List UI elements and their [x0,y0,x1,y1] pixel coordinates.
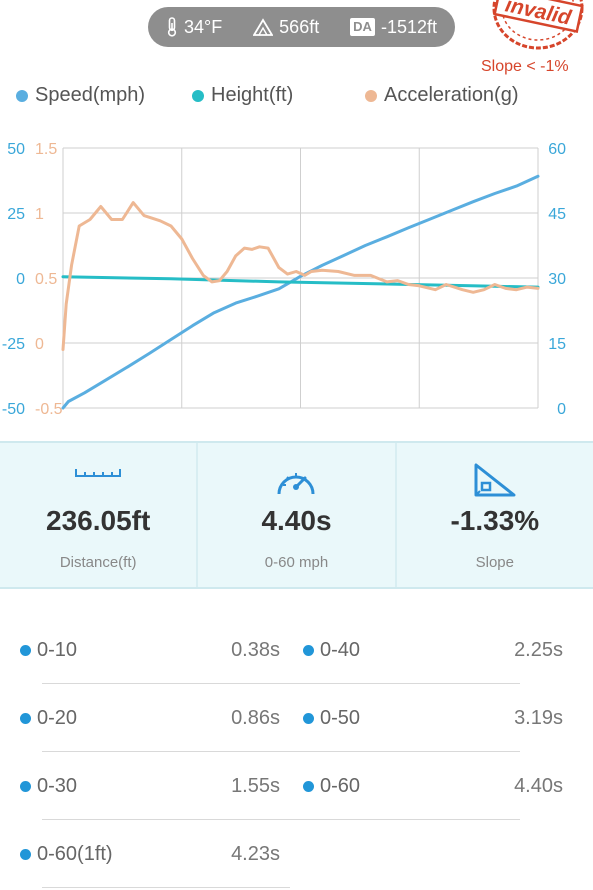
split-name: 0-60(1ft) [37,843,113,866]
split-item: 0-40 2.25s [303,630,563,670]
legend-dot-height [192,90,204,102]
thermometer-icon [166,17,178,37]
legend-item-acceleration: Acceleration(g) [365,84,519,107]
legend-item-speed: Speed(mph) [16,84,145,107]
speed-axis-tick-label: 60 [548,141,566,158]
height-axis-tick-label: -50 [2,401,25,416]
split-bullet [20,713,31,724]
da-badge: DA [350,18,375,36]
split-time: 3.19s [514,707,563,730]
chart-svg[interactable]: 50 25 0 -25 -50 1.5 1 0.5 0 -0.5 60 45 30 15 0 [0,126,593,416]
accel-axis-tick-label: 0.5 [35,271,57,288]
conditions-bar: 34°F 566ft DA -1512ft [148,7,455,47]
mountain-icon [253,18,273,36]
split-item: 0-30 1.55s [20,766,280,806]
speed-axis-tick-label: 0 [557,401,566,416]
split-name: 0-60 [320,775,360,798]
split-item: 0-20 0.86s [20,698,280,738]
height-axis-tick-label: 50 [7,141,25,158]
split-bullet [303,645,314,656]
split-row: 0-60(1ft) 4.23s [0,834,593,884]
split-divider [42,751,520,752]
density-altitude-value: -1512ft [381,17,437,38]
performance-chart[interactable]: 50 25 0 -25 -50 1.5 1 0.5 0 -0.5 60 45 30 15 0 [0,126,593,416]
summary-stats: 236.05ft Distance(ft) 4.40s 0-60 mph -1.… [0,441,593,589]
split-row: 0-20 0.86s 0-50 3.19s [0,698,593,748]
temperature-item: 34°F [166,17,222,38]
legend-dot-speed [16,90,28,102]
temperature-value: 34°F [184,17,222,38]
speed-axis-tick-label: 30 [548,271,566,288]
height-axis-tick-label: 0 [16,271,25,288]
split-item: 0-10 0.38s [20,630,280,670]
accel-axis-tick-label: 1.5 [35,141,57,158]
speedometer-icon [271,463,321,497]
speed-axis-tick-label: 45 [548,206,566,223]
slope-label: Slope [397,554,593,571]
accel-axis-tick-label: 0 [35,336,44,353]
height-axis-tick-label: 25 [7,206,25,223]
split-name: 0-30 [37,775,77,798]
split-item: 0-60(1ft) 4.23s [20,834,280,874]
split-name: 0-40 [320,639,360,662]
split-name: 0-10 [37,639,77,662]
split-time: 4.23s [231,843,280,866]
split-item: 0-60 4.40s [303,766,563,806]
legend-dot-acceleration [365,90,377,102]
legend-label-height: Height(ft) [211,84,293,107]
split-bullet [20,849,31,860]
slope-card: -1.33% Slope [395,443,593,587]
density-altitude-item: DA -1512ft [350,17,437,38]
split-row: 0-10 0.38s 0-40 2.25s [0,630,593,680]
elevation-item: 566ft [253,17,319,38]
split-row: 0-30 1.55s 0-60 4.40s [0,766,593,816]
legend-label-acceleration: Acceleration(g) [384,84,519,107]
legend-item-height: Height(ft) [192,84,293,107]
stamp-text: invalid [503,0,574,30]
distance-label: Distance(ft) [0,554,196,571]
split-time: 0.38s [231,639,280,662]
split-time: 0.86s [231,707,280,730]
split-time: 4.40s [514,775,563,798]
legend-label-speed: Speed(mph) [35,84,145,107]
ruler-icon [73,463,123,497]
height-axis-tick-label: -25 [2,336,25,353]
split-name: 0-20 [37,707,77,730]
accel-axis-tick-label: 1 [35,206,44,223]
speed-axis-tick-label: 15 [548,336,566,353]
slope-value: -1.33% [397,505,593,537]
stamp-note: Slope < -1% [481,58,569,76]
split-divider [42,887,290,888]
zero-to-sixty-value: 4.40s [198,505,394,537]
split-divider [42,819,520,820]
elevation-value: 566ft [279,17,319,38]
distance-value: 236.05ft [0,505,196,537]
split-divider [42,683,520,684]
chart-legend: Speed(mph) Height(ft) Acceleration(g) [16,84,591,112]
invalid-stamp: invalid [480,0,590,56]
distance-card: 236.05ft Distance(ft) [0,443,196,587]
split-bullet [303,781,314,792]
split-item: 0-50 3.19s [303,698,563,738]
zero-to-sixty-label: 0-60 mph [198,554,394,571]
split-bullet [20,645,31,656]
zero-to-sixty-card: 4.40s 0-60 mph [196,443,394,587]
split-time: 1.55s [231,775,280,798]
slope-icon [470,463,520,497]
split-name: 0-50 [320,707,360,730]
accel-axis-tick-label: -0.5 [35,401,63,416]
split-bullet [303,713,314,724]
split-time: 2.25s [514,639,563,662]
split-bullet [20,781,31,792]
